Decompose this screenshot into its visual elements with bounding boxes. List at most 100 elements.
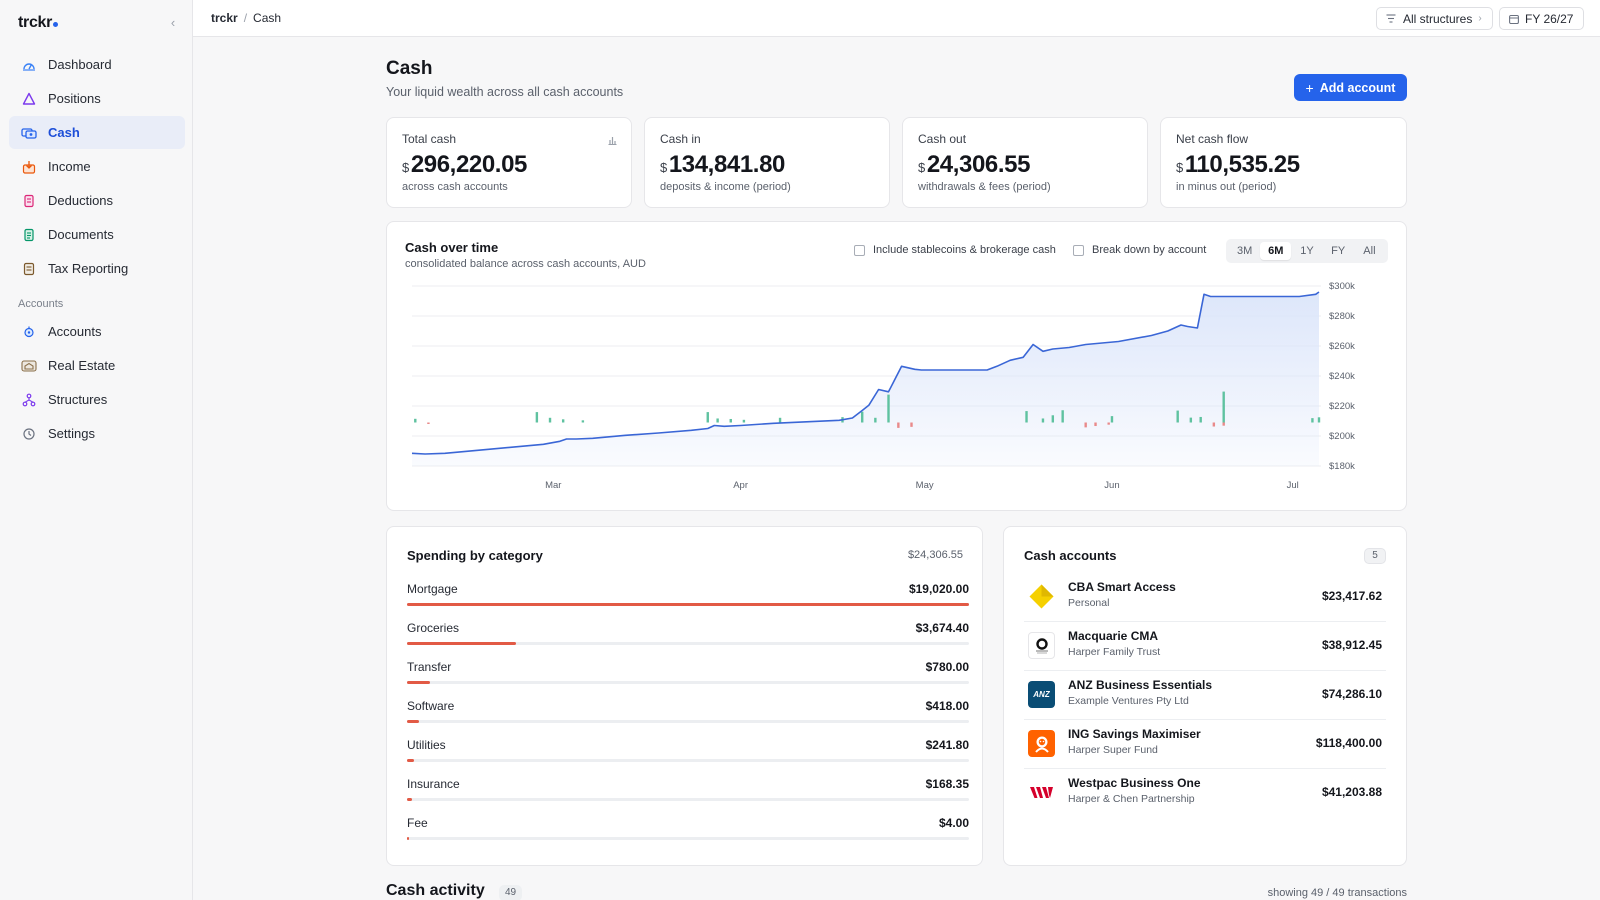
sidebar-item-real-estate[interactable]: Real Estate	[9, 349, 185, 382]
cash-out-bar	[1222, 422, 1225, 426]
y-tick-label: $280k	[1329, 311, 1355, 322]
y-tick-label: $180k	[1329, 461, 1355, 472]
sidebar-item-documents[interactable]: Documents	[9, 218, 185, 251]
cash-in-bar	[706, 412, 709, 423]
category-row[interactable]: Fee $4.00	[407, 816, 969, 846]
sidebar: trckr ‹ Dashboard Positions Cash Income	[0, 0, 193, 900]
kpi-value: $110,535.25	[1176, 151, 1300, 178]
category-row[interactable]: Groceries $3,674.40	[407, 621, 969, 651]
cash-in-bar	[729, 418, 732, 423]
sidebar-item-deductions[interactable]: Deductions	[9, 184, 185, 217]
account-row[interactable]: ING Savings Maximiser Harper Super Fund …	[1024, 720, 1386, 769]
range-selector: 3M 6M 1Y FY All	[1226, 239, 1388, 263]
break-down-by-account-checkbox[interactable]: Break down by account	[1073, 244, 1206, 256]
cash-in-bar	[716, 418, 719, 423]
bar-chart-icon[interactable]	[607, 132, 617, 150]
cash-over-time-card: Cash over time consolidated balance acro…	[386, 221, 1407, 511]
cash-in-bar	[581, 420, 585, 423]
cash-in-bar	[1025, 411, 1028, 423]
x-tick-label: Jul	[1287, 480, 1299, 491]
category-row[interactable]: Software $418.00	[407, 699, 969, 729]
account-row[interactable]: Macquarie CMA Harper Family Trust $38,91…	[1024, 622, 1386, 671]
sidebar-item-dashboard[interactable]: Dashboard	[9, 48, 185, 81]
cash-out-bar	[897, 422, 900, 428]
app-logo[interactable]: trckr	[18, 14, 59, 32]
sidebar-item-income[interactable]: Income	[9, 150, 185, 183]
macquarie-logo-icon	[1028, 632, 1055, 659]
kpi-value: $134,841.80	[660, 151, 785, 178]
category-row[interactable]: Utilities $241.80	[407, 738, 969, 768]
cash-in-bar	[548, 417, 552, 423]
range-fy[interactable]: FY	[1331, 245, 1346, 257]
range-6m[interactable]: 6M	[1260, 242, 1292, 260]
sidebar-item-structures[interactable]: Structures	[9, 383, 185, 416]
sidebar-item-positions[interactable]: Positions	[9, 82, 185, 115]
spending-by-category-card: Spending by category $24,306.55 Mortgage…	[386, 526, 983, 866]
kpi-net-cash-flow: Net cash flow $110,535.25 in minus out (…	[1160, 117, 1407, 208]
category-row[interactable]: Insurance $168.35	[407, 777, 969, 807]
main-content: Cash Your liquid wealth across all cash …	[193, 37, 1600, 900]
category-bar-fill	[407, 837, 410, 840]
checkbox-box[interactable]	[1073, 244, 1084, 256]
accounts-title: Cash accounts	[1024, 548, 1117, 563]
category-bar-fill	[407, 603, 969, 606]
cash-in-bar	[1222, 391, 1225, 423]
structures-filter-button[interactable]: All structures ›	[1376, 7, 1493, 30]
account-row[interactable]: Westpac Business One Harper & Chen Partn…	[1024, 769, 1386, 818]
cash-in-bar	[742, 419, 746, 423]
category-bar-track	[407, 759, 969, 762]
dashboard-icon	[21, 57, 37, 73]
tax-reporting-icon	[21, 261, 37, 277]
cash-in-bar	[561, 419, 565, 423]
deductions-icon	[21, 193, 37, 209]
documents-icon	[21, 227, 37, 243]
collapse-sidebar-icon[interactable]: ‹	[170, 15, 176, 30]
cash-in-bar	[1041, 418, 1045, 423]
accounts-count-badge: 5	[1364, 548, 1386, 564]
y-tick-label: $300k	[1329, 281, 1355, 292]
range-1y[interactable]: 1Y	[1300, 245, 1314, 257]
category-bar-track	[407, 603, 969, 606]
cash-in-bar	[887, 394, 890, 423]
breadcrumb: trckr / Cash	[211, 11, 281, 25]
checkbox-box[interactable]	[854, 244, 865, 256]
cash-out-bar	[1107, 422, 1110, 425]
sidebar-item-cash[interactable]: Cash	[9, 116, 185, 149]
category-row[interactable]: Mortgage $19,020.00	[407, 582, 969, 612]
structures-icon	[21, 392, 37, 408]
page-title: Cash	[386, 58, 433, 79]
sidebar-item-settings[interactable]: Settings	[9, 417, 185, 450]
range-all[interactable]: All	[1363, 245, 1376, 257]
balance-area	[412, 292, 1319, 466]
x-tick-label: Apr	[733, 480, 748, 491]
cash-in-bar	[874, 417, 877, 423]
category-bar-track	[407, 720, 969, 723]
cash-activity-title: Cash activity	[386, 882, 485, 899]
x-tick-label: Mar	[545, 480, 561, 491]
cash-in-bar	[1311, 418, 1314, 423]
include-stablecoins-checkbox[interactable]: Include stablecoins & brokerage cash	[854, 244, 1056, 256]
y-tick-label: $260k	[1329, 341, 1355, 352]
account-row[interactable]: ANZ ANZ Business Essentials Example Vent…	[1024, 671, 1386, 720]
category-row[interactable]: Transfer $780.00	[407, 660, 969, 690]
breadcrumb-root[interactable]: trckr	[211, 11, 238, 25]
kpi-cash-out: Cash out $24,306.55 withdrawals & fees (…	[902, 117, 1148, 208]
kpi-value: $24,306.55	[918, 151, 1031, 178]
settings-icon	[21, 426, 37, 442]
range-3m[interactable]: 3M	[1236, 245, 1253, 257]
sidebar-item-accounts[interactable]: Accounts	[9, 315, 185, 348]
cba-logo-icon	[1028, 583, 1055, 610]
filter-icon	[1386, 14, 1396, 23]
activity-showing-count: showing 49 / 49 transactions	[1267, 887, 1407, 899]
account-row[interactable]: CBA Smart Access Personal $23,417.62	[1024, 573, 1386, 622]
anz-logo-icon: ANZ	[1028, 681, 1055, 708]
fiscal-year-button[interactable]: FY 26/27	[1499, 7, 1584, 30]
accounts-icon	[21, 324, 37, 340]
cash-in-bar	[1189, 417, 1193, 423]
kpi-value: $296,220.05	[402, 151, 527, 178]
sidebar-item-tax-reporting[interactable]: Tax Reporting	[9, 252, 185, 285]
cash-out-bar	[910, 422, 913, 427]
y-tick-label: $220k	[1329, 401, 1355, 412]
add-account-button[interactable]: + Add account	[1294, 74, 1407, 101]
x-tick-label: May	[916, 480, 934, 491]
